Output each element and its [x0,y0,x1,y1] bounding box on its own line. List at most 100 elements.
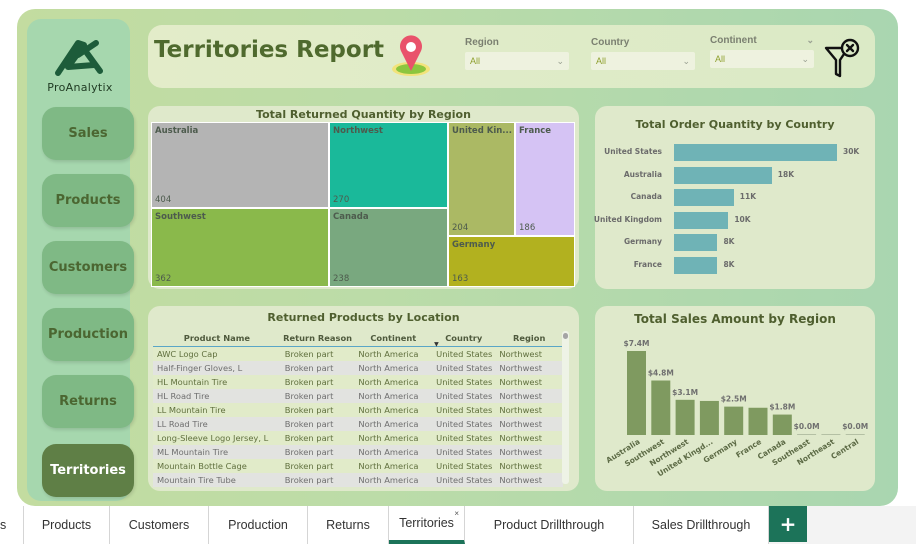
table-row[interactable]: LL Mountain Tire Broken part North America… [153,402,563,417]
country-slicer[interactable]: Country All ⌄ [591,37,695,70]
treemap-cell[interactable]: France 186 [515,122,575,236]
report-canvas: ProAnalytix Sales Products Customers Pro… [0,0,916,506]
bar[interactable] [748,407,768,435]
nav-production-button[interactable]: Production [42,308,134,361]
bar[interactable] [699,400,719,435]
table-cell: Northwest [495,430,563,445]
nav-products-button[interactable]: Products [42,174,134,227]
bar[interactable] [675,399,695,435]
table-cell: North America [354,444,433,459]
page-tab-production[interactable]: Production [209,506,308,544]
continent-dropdown[interactable]: All ⌄ [710,50,814,68]
column-header[interactable]: Product Name [153,331,281,347]
table-row[interactable]: HL Road Tire Broken part North America Unit… [153,388,563,403]
nav-sales-button[interactable]: Sales [42,107,134,160]
page-tab-returns[interactable]: Returns [308,506,389,544]
bar-row: United Kingdom 10K [593,211,875,229]
bar[interactable] [674,189,734,207]
table-cell: Northwest [495,346,563,361]
table-cell: Northwest [495,360,563,375]
column-header[interactable]: Return Reason [280,331,355,347]
treemap-cell[interactable]: Canada 238 [329,208,448,287]
bar[interactable] [674,144,837,161]
treemap-cell-label: Southwest [155,212,206,222]
page-tab-products[interactable]: Products [24,506,110,544]
bar[interactable] [821,434,841,435]
table-scrollbar-thumb[interactable] [563,333,568,339]
bar-row: Canada 11K [595,189,875,207]
continent-slicer-header: Continent ⌄ [710,35,814,46]
table-cell: Northwest [495,402,563,417]
sales-amount-title: Total Sales Amount by Region [634,312,836,326]
order-quantity-title: Total Order Quantity by Country [635,118,835,131]
bar[interactable] [724,406,744,435]
nav-territories-button[interactable]: Territories [42,444,134,497]
filter-clear-icon[interactable] [822,36,862,80]
chevron-down-icon: ⌄ [801,53,809,64]
table-cell: AWC Logo Cap [153,346,281,361]
table-cell: Broken part [280,472,355,487]
page-tab-territories[interactable]: Territories × [389,506,465,544]
nav-customers-button[interactable]: Customers [42,241,134,294]
bar[interactable] [772,414,792,435]
table-row[interactable]: HL Mountain Tire Broken part North America… [153,374,563,389]
chevron-down-icon: ⌄ [682,55,690,66]
column-header[interactable]: Continent [354,331,433,347]
collapse-chevron-icon[interactable]: ⌄ [806,35,814,45]
bar[interactable] [797,434,817,435]
treemap-cell[interactable]: Southwest 362 [151,208,329,287]
bar[interactable] [674,211,729,229]
table-row[interactable]: Long-Sleeve Logo Jersey, L Broken part Nor… [153,430,563,445]
add-page-button[interactable]: + [769,506,807,542]
treemap-cell[interactable]: Australia 404 [151,122,329,208]
table-cell: Long-Sleeve Logo Jersey, L [153,430,281,445]
region-slicer[interactable]: Region All ⌄ [465,37,569,70]
column-header[interactable]: Region [495,331,563,347]
country-dropdown[interactable]: All ⌄ [591,52,695,70]
table-row[interactable]: AWC Logo Cap Broken part North America Unit… [153,346,563,361]
bar[interactable] [651,380,671,435]
table-row[interactable]: LL Road Tire Broken part North America Unit… [153,416,563,431]
order-quantity-panel: Total Order Quantity by Country United S… [593,106,875,289]
bar-category-label: United Kingdom [593,214,662,224]
table-cell: North America [354,458,433,473]
bar-data-label: $7.4M [624,339,650,348]
page-tab-customers[interactable]: Customers [110,506,209,544]
bar[interactable] [627,351,646,435]
proanalytix-logo-icon [55,40,103,76]
page-tab-bar: + s Products Customers Production Returns Ter… [0,506,916,544]
report-page: ProAnalytix Sales Products Customers Pro… [17,9,898,506]
bar[interactable] [674,257,718,274]
table-row[interactable]: Mountain Tire Tube Broken part North Ameri… [153,472,563,487]
table-cell: Northwest [495,458,563,473]
continent-slicer[interactable]: Continent ⌄ All ⌄ [710,35,814,68]
table-cell: Northwest [495,472,563,487]
nav-returns-button[interactable]: Returns [42,375,134,428]
map-pin-icon [392,35,430,76]
page-tab-s[interactable]: s [0,506,24,544]
treemap-cell[interactable]: United Kin... 204 [448,122,515,236]
bar-category-label: Australia [623,169,662,179]
table-row[interactable]: Mountain Bottle Cage Broken part North Ame… [153,458,563,473]
close-icon[interactable]: × [454,509,459,518]
column-header[interactable]: Country ▼ [432,331,496,348]
region-dropdown[interactable]: All ⌄ [465,52,569,70]
table-cell: United States [432,346,496,361]
table-row[interactable]: ML Mountain Tire Broken part North America… [153,444,563,459]
treemap-cell[interactable]: Germany 163 [448,236,575,287]
bar[interactable] [845,434,865,435]
bar-row: France 8K [595,257,875,274]
table-scrollbar[interactable] [562,331,569,484]
bar[interactable] [674,234,718,252]
bar[interactable] [674,166,772,184]
treemap-chart: Australia 404 Southwest 362 Northwest 270 Cana… [151,122,575,287]
page-tab-sales-drillthrough[interactable]: Sales Drillthrough [634,506,769,544]
page-tab-product-drillthrough[interactable]: Product Drillthrough [465,506,634,544]
treemap-cell-value: 270 [333,195,350,205]
treemap-cell[interactable]: Northwest 270 [329,122,448,208]
sales-amount-panel: Total Sales Amount by Region $7.4M Austra… [595,306,875,491]
region-dropdown-value: All [470,56,481,66]
treemap-cell-value: 362 [155,274,172,284]
table-row[interactable]: Half-Finger Gloves, L Broken part North Am… [153,360,563,375]
bar-data-label: 18K [777,169,795,179]
